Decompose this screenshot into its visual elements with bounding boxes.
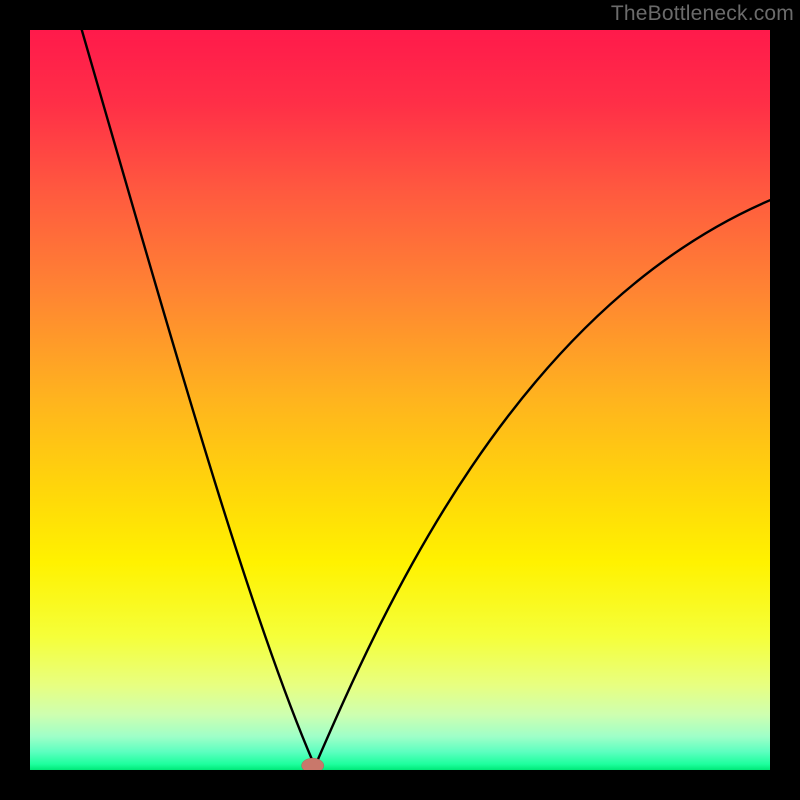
bottleneck-curve bbox=[82, 30, 770, 766]
vertex-marker bbox=[302, 758, 324, 770]
plot-svg bbox=[30, 30, 770, 770]
watermark-text: TheBottleneck.com bbox=[611, 2, 794, 26]
chart-container: TheBottleneck.com bbox=[0, 0, 800, 800]
plot-area bbox=[30, 30, 770, 770]
